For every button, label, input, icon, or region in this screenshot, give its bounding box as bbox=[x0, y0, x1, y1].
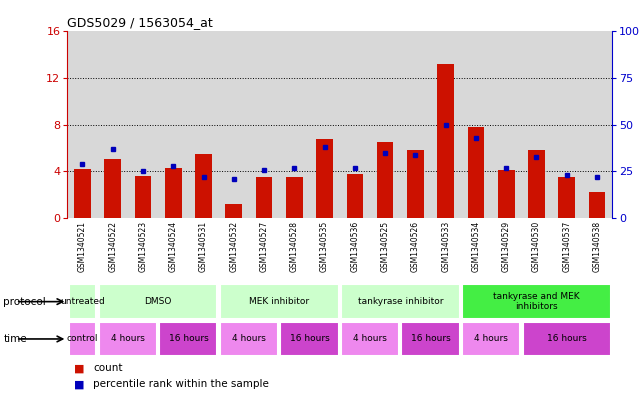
Bar bbox=[99, 285, 217, 319]
Bar bbox=[249, 31, 279, 218]
Text: 4 hours: 4 hours bbox=[232, 334, 266, 343]
Bar bbox=[67, 31, 97, 218]
Text: ■: ■ bbox=[74, 379, 84, 389]
Bar bbox=[226, 204, 242, 218]
Bar bbox=[400, 31, 431, 218]
Text: ■: ■ bbox=[74, 363, 84, 373]
Text: protocol: protocol bbox=[3, 297, 46, 307]
Bar bbox=[491, 31, 521, 218]
Bar bbox=[97, 31, 128, 218]
Bar bbox=[74, 169, 91, 218]
Text: control: control bbox=[67, 334, 98, 343]
Bar bbox=[521, 31, 552, 218]
Text: GDS5029 / 1563054_at: GDS5029 / 1563054_at bbox=[67, 16, 213, 29]
Bar bbox=[160, 322, 217, 356]
Bar bbox=[104, 159, 121, 218]
Bar bbox=[69, 322, 96, 356]
Text: 4 hours: 4 hours bbox=[111, 334, 145, 343]
Bar bbox=[582, 31, 612, 218]
Bar bbox=[99, 322, 157, 356]
Bar bbox=[462, 322, 520, 356]
Text: count: count bbox=[93, 363, 122, 373]
Bar bbox=[558, 177, 575, 218]
Text: 16 hours: 16 hours bbox=[411, 334, 451, 343]
Bar bbox=[220, 322, 278, 356]
Bar bbox=[468, 127, 484, 218]
Bar bbox=[280, 322, 338, 356]
Bar bbox=[256, 177, 272, 218]
Text: tankyrase and MEK
inhibitors: tankyrase and MEK inhibitors bbox=[493, 292, 580, 311]
Bar bbox=[461, 31, 491, 218]
Bar bbox=[220, 285, 338, 319]
Bar bbox=[135, 176, 151, 218]
Bar bbox=[407, 151, 424, 218]
Bar bbox=[377, 142, 394, 218]
Bar bbox=[310, 31, 340, 218]
Bar bbox=[552, 31, 582, 218]
Bar bbox=[341, 285, 460, 319]
Bar bbox=[340, 31, 370, 218]
Bar bbox=[196, 154, 212, 218]
Text: tankyrase inhibitor: tankyrase inhibitor bbox=[358, 297, 443, 306]
Text: percentile rank within the sample: percentile rank within the sample bbox=[93, 379, 269, 389]
Bar bbox=[431, 31, 461, 218]
Bar bbox=[588, 193, 605, 218]
Bar bbox=[498, 170, 515, 218]
Bar bbox=[128, 31, 158, 218]
Bar bbox=[279, 31, 310, 218]
Bar bbox=[316, 139, 333, 218]
Text: untreated: untreated bbox=[60, 297, 105, 306]
Bar bbox=[528, 151, 545, 218]
Text: 16 hours: 16 hours bbox=[169, 334, 208, 343]
Bar bbox=[165, 168, 181, 218]
Text: 16 hours: 16 hours bbox=[290, 334, 329, 343]
Bar bbox=[219, 31, 249, 218]
Bar bbox=[462, 285, 611, 319]
Bar bbox=[437, 64, 454, 218]
Bar bbox=[370, 31, 400, 218]
Bar bbox=[347, 174, 363, 218]
Text: time: time bbox=[3, 334, 27, 344]
Bar bbox=[286, 177, 303, 218]
Text: MEK inhibitor: MEK inhibitor bbox=[249, 297, 309, 306]
Bar bbox=[69, 285, 96, 319]
Bar bbox=[158, 31, 188, 218]
Bar bbox=[341, 322, 399, 356]
Text: DMSO: DMSO bbox=[144, 297, 172, 306]
Bar bbox=[522, 322, 611, 356]
Bar bbox=[401, 322, 460, 356]
Text: 4 hours: 4 hours bbox=[474, 334, 508, 343]
Bar bbox=[188, 31, 219, 218]
Text: 4 hours: 4 hours bbox=[353, 334, 387, 343]
Text: 16 hours: 16 hours bbox=[547, 334, 587, 343]
